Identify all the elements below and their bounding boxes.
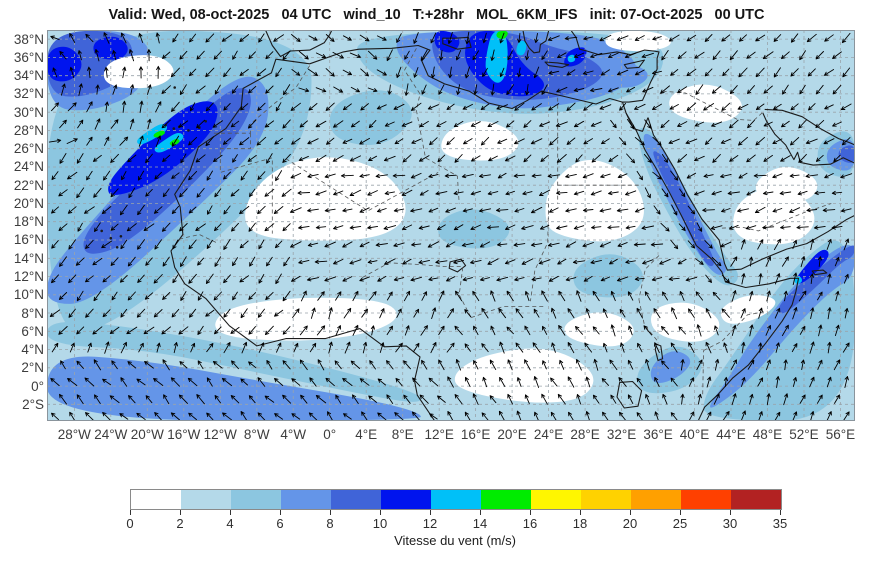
map-frame	[47, 30, 855, 421]
lat-tick-label: 2°S	[22, 396, 44, 412]
lon-tick-label: 12°W	[203, 427, 237, 442]
lon-tick-label: 32°E	[606, 427, 637, 442]
lat-tick-label: 32°N	[13, 86, 44, 102]
colorbar-tick-label: 12	[422, 516, 438, 531]
colorbar-cell	[481, 490, 531, 509]
lon-tick-label: 52°E	[789, 427, 819, 442]
colorbar-tick-label: 30	[722, 516, 738, 531]
figure-title: Valid: Wed, 08-oct-2025 04 UTC wind_10 T…	[108, 7, 765, 23]
colorbar-tick-label: 35	[772, 516, 788, 531]
lat-tick-label: 14°N	[13, 250, 44, 266]
colorbar-tick	[430, 510, 431, 515]
colorbar-tick	[380, 510, 381, 515]
lon-tick-label: 8°E	[391, 427, 414, 442]
lon-tick-label: 16°E	[460, 427, 491, 442]
lon-tick-label: 20°E	[497, 427, 527, 442]
colorbar-cell	[681, 490, 731, 509]
colorbar-tick	[780, 510, 781, 515]
lon-tick-label: 8°W	[243, 427, 270, 442]
lat-tick-label: 22°N	[13, 177, 44, 193]
lon-tick-label: 4°W	[280, 427, 307, 442]
colorbar-tick	[180, 510, 181, 515]
colorbar-tick-label: 20	[622, 516, 638, 531]
colorbar-tick	[680, 510, 681, 515]
lat-tick-label: 38°N	[13, 31, 44, 47]
colorbar-tick-label: 2	[176, 516, 184, 531]
lat-tick-label: 16°N	[13, 232, 44, 248]
lon-tick-label: 36°E	[643, 427, 673, 442]
colorbar-cell	[381, 490, 431, 509]
lat-tick-label: 26°N	[13, 141, 44, 157]
colorbar	[130, 489, 782, 510]
lat-tick-label: 28°N	[13, 122, 44, 138]
colorbar-tick-label: 4	[226, 516, 234, 531]
lat-tick-label: 4°N	[21, 342, 44, 358]
wind-vector-arrows	[48, 31, 853, 421]
lat-tick-label: 34°N	[13, 68, 44, 84]
lat-tick-label: 20°N	[13, 195, 44, 211]
lon-tick-label: 48°E	[752, 427, 783, 442]
lat-tick-label: 24°N	[13, 159, 44, 175]
lat-tick-label: 12°N	[13, 269, 44, 284]
lon-tick-label: 28°W	[57, 427, 91, 442]
colorbar-cell	[131, 490, 181, 509]
colorbar-tick	[230, 510, 231, 515]
colorbar-tick	[530, 510, 531, 515]
colorbar-tick	[630, 510, 631, 515]
colorbar-tick-label: 14	[472, 516, 488, 531]
lat-tick-label: 8°N	[21, 305, 44, 321]
lon-tick-label: 28°E	[570, 427, 600, 442]
colorbar-label: Vitesse du vent (m/s)	[394, 533, 516, 548]
lon-tick-label: 40°E	[679, 427, 710, 442]
lon-tick-label: 12°E	[424, 427, 454, 442]
lat-tick-label: 18°N	[13, 214, 44, 230]
colorbar-tick	[330, 510, 331, 515]
colorbar-tick-label: 10	[372, 516, 388, 531]
lat-tick-label: 36°N	[13, 49, 44, 65]
lon-tick-label: 4°E	[355, 427, 378, 442]
colorbar-cell	[531, 490, 581, 509]
lon-tick-label: 0°	[323, 427, 337, 442]
colorbar-tick	[480, 510, 481, 515]
colorbar-cell	[281, 490, 331, 509]
lat-tick-label: 10°N	[13, 287, 44, 303]
lon-tick-label: 24°W	[94, 427, 128, 442]
wind-map	[47, 30, 855, 421]
colorbar-cell	[581, 490, 631, 509]
coastlines	[100, 30, 855, 421]
lat-tick-label: 0°	[31, 378, 44, 394]
colorbar-tick-label: 8	[326, 516, 334, 531]
lon-tick-label: 56°E	[825, 427, 856, 442]
colorbar-tick	[580, 510, 581, 515]
lon-tick-label: 16°W	[167, 427, 201, 442]
lat-tick-label: 6°N	[21, 323, 44, 339]
lat-tick-label: 30°N	[13, 104, 44, 120]
lat-tick-label: 2°N	[21, 360, 44, 376]
colorbar-tick-label: 16	[522, 516, 538, 531]
lon-tick-label: 20°W	[130, 427, 164, 442]
colorbar-tick-label: 25	[672, 516, 688, 531]
colorbar-tick-label: 6	[276, 516, 284, 531]
lon-tick-label: 44°E	[716, 427, 746, 442]
colorbar-cell	[431, 490, 481, 509]
colorbar-tick	[130, 510, 131, 515]
lon-tick-label: 24°E	[533, 427, 564, 442]
colorbar-cell	[731, 490, 781, 509]
colorbar-cell	[181, 490, 231, 509]
colorbar-tick-label: 0	[126, 516, 134, 531]
colorbar-tick	[280, 510, 281, 515]
colorbar-tick-label: 18	[572, 516, 588, 531]
colorbar-tick	[730, 510, 731, 515]
colorbar-cell	[631, 490, 681, 509]
colorbar-cell	[231, 490, 281, 509]
map-plot	[47, 30, 855, 421]
colorbar-cell	[331, 490, 381, 509]
